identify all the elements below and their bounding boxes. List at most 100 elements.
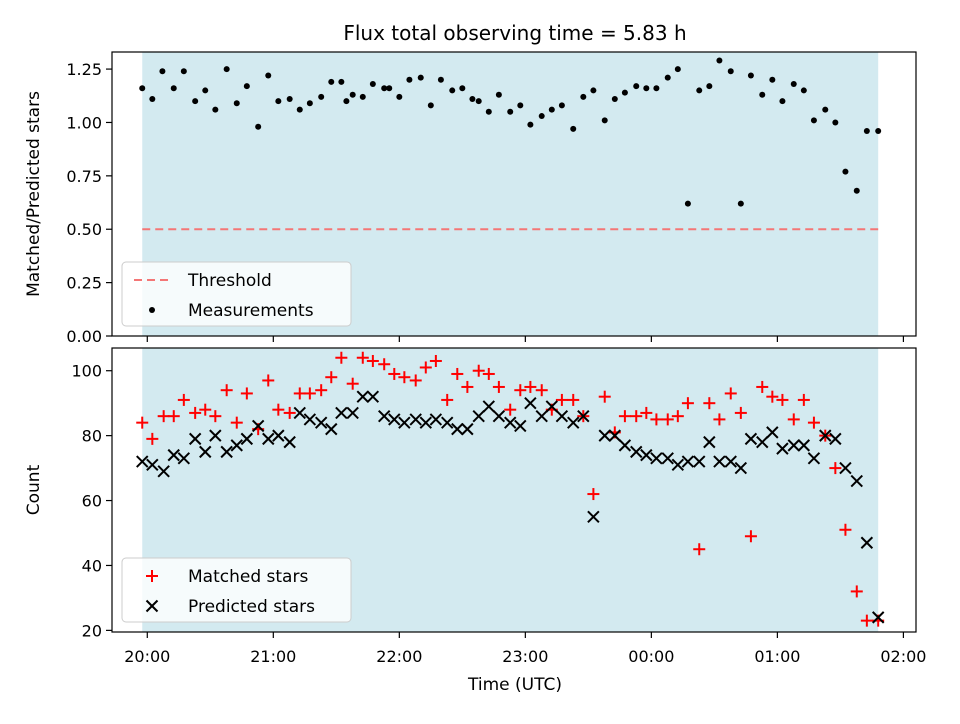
matched-stars-point xyxy=(492,380,505,393)
predicted-stars-point xyxy=(240,432,254,446)
matched-stars-point xyxy=(293,387,306,400)
matched-stars-point xyxy=(860,614,873,627)
matched-stars-point xyxy=(441,393,454,406)
axes-frame xyxy=(111,51,917,337)
measurement-point xyxy=(212,106,219,113)
matched-stars-point xyxy=(630,410,643,423)
measurement-point xyxy=(548,106,555,113)
matched-stars-point xyxy=(346,377,359,390)
legend-label: Matched stars xyxy=(188,567,308,587)
measurement-point xyxy=(633,83,640,90)
legend-measurement-swatch xyxy=(149,307,155,313)
predicted-stars-point xyxy=(577,409,590,423)
measurement-point xyxy=(790,81,797,88)
measurement-point xyxy=(485,108,492,115)
legend-predicted-swatch xyxy=(145,599,159,613)
measurement-point xyxy=(223,66,230,73)
predicted-stars-point xyxy=(598,429,611,442)
matched-stars-point xyxy=(713,413,726,426)
predicted-stars-point xyxy=(325,422,338,436)
predicted-stars-point xyxy=(441,416,454,429)
predicted-stars-point xyxy=(871,611,885,624)
measurement-point xyxy=(621,89,628,96)
matched-stars-point xyxy=(807,416,820,429)
predicted-stars-point xyxy=(419,416,432,429)
predicted-stars-point xyxy=(451,422,464,436)
predicted-stars-point xyxy=(314,416,328,429)
matched-stars-point xyxy=(524,380,537,393)
predicted-stars-point xyxy=(567,416,580,429)
predicted-stars-point xyxy=(661,452,674,465)
measurement-point xyxy=(875,128,882,135)
predicted-stars-point xyxy=(839,461,852,475)
measurement-point xyxy=(265,72,272,79)
predicted-stars-point xyxy=(262,432,275,446)
matched-stars-point xyxy=(356,351,369,364)
predicted-stars-point xyxy=(630,445,643,459)
measurement-point xyxy=(343,98,350,105)
predicted-stars-point xyxy=(377,409,391,423)
measurement-point xyxy=(381,85,388,92)
matched-stars-point xyxy=(787,413,800,426)
measurement-point xyxy=(853,187,860,194)
predicted-stars-point xyxy=(587,510,600,523)
predicted-stars-point xyxy=(860,536,874,549)
measurement-point xyxy=(202,87,209,94)
x-tick-label: 02:00 xyxy=(880,647,926,666)
y-tick-label: 20 xyxy=(82,621,102,640)
predicted-stars-point xyxy=(807,452,821,465)
matched-stars-point xyxy=(419,361,432,374)
predicted-stars-point xyxy=(766,426,779,439)
measurement-point xyxy=(570,125,577,132)
matched-stars-point xyxy=(378,358,391,371)
matched-stars-point xyxy=(661,413,674,426)
measurement-point xyxy=(170,85,177,92)
predicted-stars-point xyxy=(356,390,369,403)
matched-stars-point xyxy=(504,403,517,416)
ratio-panel: 0.00 0.25 0.50 0.75 1.00 1.25 Matched/Predicte… xyxy=(24,51,917,346)
measurement-point xyxy=(601,117,608,124)
predicted-stars-point xyxy=(146,458,159,472)
measurement-point xyxy=(822,106,829,113)
matched-stars-point xyxy=(671,410,684,423)
measurement-point xyxy=(475,98,482,105)
matched-stars-point xyxy=(744,530,757,543)
measurement-point xyxy=(338,78,345,85)
predicted-stars-point xyxy=(230,439,243,452)
measurement-point xyxy=(674,66,681,73)
measurement-point xyxy=(684,200,691,207)
matched-stars-point xyxy=(283,406,296,419)
matched-stars-point xyxy=(776,393,789,406)
matched-stars-point xyxy=(157,410,170,423)
predicted-stars-point xyxy=(220,445,233,459)
measurement-point xyxy=(507,108,514,115)
predicted-stars-point xyxy=(272,429,285,442)
matched-stars-point xyxy=(209,410,222,423)
measurement-point xyxy=(527,121,534,128)
predicted-stars-point xyxy=(671,458,685,472)
matched-stars-point xyxy=(756,380,769,393)
legend-box xyxy=(121,261,352,327)
measurement-point xyxy=(318,93,325,100)
measurement-point xyxy=(810,117,817,124)
measurement-point xyxy=(328,78,335,85)
predicted-stars-point xyxy=(188,432,202,446)
predicted-stars-point xyxy=(713,455,726,468)
matched-stars-point xyxy=(482,367,495,380)
predicted-stars-point xyxy=(776,442,789,455)
matched-stars-point xyxy=(303,387,316,400)
measurement-point xyxy=(769,76,776,83)
predicted-stars-point xyxy=(429,413,443,426)
x-axis-label: Time (UTC) xyxy=(467,675,562,695)
measurement-point xyxy=(653,85,660,92)
predicted-stars-point xyxy=(724,455,737,468)
measurement-point xyxy=(296,106,303,113)
measurement-point xyxy=(538,113,545,120)
measurement-point xyxy=(243,83,250,90)
predicted-stars-point xyxy=(734,461,748,475)
matched-stars-point xyxy=(618,410,631,423)
predicted-stars-point xyxy=(850,474,863,488)
x-tick-label: 00:00 xyxy=(628,647,674,666)
matched-stars-point xyxy=(839,523,852,536)
chart-title: Flux total observing time = 5.83 h xyxy=(343,21,686,45)
